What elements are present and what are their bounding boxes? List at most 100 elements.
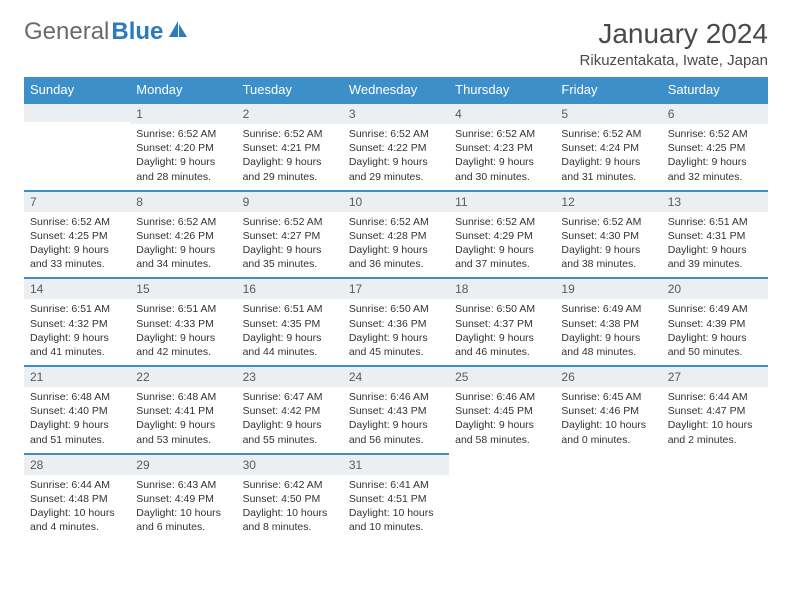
day-cell: 24Sunrise: 6:46 AMSunset: 4:43 PMDayligh… bbox=[343, 365, 449, 453]
sunrise-text: Sunrise: 6:52 AM bbox=[349, 127, 443, 141]
sunrise-text: Sunrise: 6:42 AM bbox=[243, 478, 337, 492]
daylight-text: Daylight: 9 hours and 34 minutes. bbox=[136, 243, 230, 271]
day-number: 2 bbox=[237, 102, 343, 124]
day-details: Sunrise: 6:52 AMSunset: 4:27 PMDaylight:… bbox=[237, 212, 343, 278]
weekday-header: Wednesday bbox=[343, 77, 449, 102]
sunrise-text: Sunrise: 6:51 AM bbox=[243, 302, 337, 316]
day-cell: 25Sunrise: 6:46 AMSunset: 4:45 PMDayligh… bbox=[449, 365, 555, 453]
sunset-text: Sunset: 4:50 PM bbox=[243, 492, 337, 506]
sunset-text: Sunset: 4:35 PM bbox=[243, 317, 337, 331]
day-number: 25 bbox=[449, 365, 555, 387]
day-cell: 28Sunrise: 6:44 AMSunset: 4:48 PMDayligh… bbox=[24, 453, 130, 541]
empty-day-header bbox=[24, 102, 130, 122]
page: GeneralBlue January 2024 Rikuzentakata, … bbox=[0, 0, 792, 558]
sunrise-text: Sunrise: 6:51 AM bbox=[668, 215, 762, 229]
sunrise-text: Sunrise: 6:46 AM bbox=[349, 390, 443, 404]
sunset-text: Sunset: 4:20 PM bbox=[136, 141, 230, 155]
daylight-text: Daylight: 9 hours and 48 minutes. bbox=[561, 331, 655, 359]
weekday-header: Monday bbox=[130, 77, 236, 102]
day-cell: 27Sunrise: 6:44 AMSunset: 4:47 PMDayligh… bbox=[662, 365, 768, 453]
daylight-text: Daylight: 9 hours and 28 minutes. bbox=[136, 155, 230, 183]
day-cell: 1Sunrise: 6:52 AMSunset: 4:20 PMDaylight… bbox=[130, 102, 236, 190]
daylight-text: Daylight: 9 hours and 51 minutes. bbox=[30, 418, 124, 446]
day-number: 31 bbox=[343, 453, 449, 475]
daylight-text: Daylight: 9 hours and 44 minutes. bbox=[243, 331, 337, 359]
day-details: Sunrise: 6:50 AMSunset: 4:36 PMDaylight:… bbox=[343, 299, 449, 365]
daylight-text: Daylight: 10 hours and 6 minutes. bbox=[136, 506, 230, 534]
day-number: 27 bbox=[662, 365, 768, 387]
sunset-text: Sunset: 4:38 PM bbox=[561, 317, 655, 331]
daylight-text: Daylight: 9 hours and 50 minutes. bbox=[668, 331, 762, 359]
day-cell: 11Sunrise: 6:52 AMSunset: 4:29 PMDayligh… bbox=[449, 190, 555, 278]
sunrise-text: Sunrise: 6:47 AM bbox=[243, 390, 337, 404]
day-details: Sunrise: 6:51 AMSunset: 4:32 PMDaylight:… bbox=[24, 299, 130, 365]
sunrise-text: Sunrise: 6:52 AM bbox=[455, 127, 549, 141]
day-cell: 31Sunrise: 6:41 AMSunset: 4:51 PMDayligh… bbox=[343, 453, 449, 541]
week-row: 21Sunrise: 6:48 AMSunset: 4:40 PMDayligh… bbox=[24, 365, 768, 453]
day-details: Sunrise: 6:52 AMSunset: 4:22 PMDaylight:… bbox=[343, 124, 449, 190]
day-cell: 23Sunrise: 6:47 AMSunset: 4:42 PMDayligh… bbox=[237, 365, 343, 453]
logo-text-gray: General bbox=[24, 18, 109, 46]
day-details: Sunrise: 6:52 AMSunset: 4:30 PMDaylight:… bbox=[555, 212, 661, 278]
day-details: Sunrise: 6:44 AMSunset: 4:47 PMDaylight:… bbox=[662, 387, 768, 453]
sunset-text: Sunset: 4:24 PM bbox=[561, 141, 655, 155]
day-cell: 21Sunrise: 6:48 AMSunset: 4:40 PMDayligh… bbox=[24, 365, 130, 453]
day-cell: 26Sunrise: 6:45 AMSunset: 4:46 PMDayligh… bbox=[555, 365, 661, 453]
day-number: 14 bbox=[24, 277, 130, 299]
sunset-text: Sunset: 4:40 PM bbox=[30, 404, 124, 418]
day-number: 8 bbox=[130, 190, 236, 212]
day-cell: 13Sunrise: 6:51 AMSunset: 4:31 PMDayligh… bbox=[662, 190, 768, 278]
day-details: Sunrise: 6:52 AMSunset: 4:20 PMDaylight:… bbox=[130, 124, 236, 190]
day-details: Sunrise: 6:52 AMSunset: 4:26 PMDaylight:… bbox=[130, 212, 236, 278]
day-number: 1 bbox=[130, 102, 236, 124]
day-number: 3 bbox=[343, 102, 449, 124]
sunrise-text: Sunrise: 6:45 AM bbox=[561, 390, 655, 404]
day-details: Sunrise: 6:51 AMSunset: 4:33 PMDaylight:… bbox=[130, 299, 236, 365]
daylight-text: Daylight: 10 hours and 0 minutes. bbox=[561, 418, 655, 446]
day-number: 26 bbox=[555, 365, 661, 387]
daylight-text: Daylight: 9 hours and 41 minutes. bbox=[30, 331, 124, 359]
daylight-text: Daylight: 9 hours and 42 minutes. bbox=[136, 331, 230, 359]
weekday-header-row: Sunday Monday Tuesday Wednesday Thursday… bbox=[24, 77, 768, 102]
daylight-text: Daylight: 9 hours and 37 minutes. bbox=[455, 243, 549, 271]
sunset-text: Sunset: 4:25 PM bbox=[30, 229, 124, 243]
sunrise-text: Sunrise: 6:51 AM bbox=[136, 302, 230, 316]
daylight-text: Daylight: 9 hours and 45 minutes. bbox=[349, 331, 443, 359]
daylight-text: Daylight: 9 hours and 33 minutes. bbox=[30, 243, 124, 271]
daylight-text: Daylight: 9 hours and 31 minutes. bbox=[561, 155, 655, 183]
daylight-text: Daylight: 9 hours and 36 minutes. bbox=[349, 243, 443, 271]
sunset-text: Sunset: 4:36 PM bbox=[349, 317, 443, 331]
sunrise-text: Sunrise: 6:49 AM bbox=[668, 302, 762, 316]
sunset-text: Sunset: 4:23 PM bbox=[455, 141, 549, 155]
sunrise-text: Sunrise: 6:50 AM bbox=[349, 302, 443, 316]
day-number: 28 bbox=[24, 453, 130, 475]
day-details: Sunrise: 6:52 AMSunset: 4:23 PMDaylight:… bbox=[449, 124, 555, 190]
day-cell: 3Sunrise: 6:52 AMSunset: 4:22 PMDaylight… bbox=[343, 102, 449, 190]
sunrise-text: Sunrise: 6:49 AM bbox=[561, 302, 655, 316]
sunset-text: Sunset: 4:47 PM bbox=[668, 404, 762, 418]
day-details: Sunrise: 6:52 AMSunset: 4:29 PMDaylight:… bbox=[449, 212, 555, 278]
day-details: Sunrise: 6:44 AMSunset: 4:48 PMDaylight:… bbox=[24, 475, 130, 541]
weekday-header: Tuesday bbox=[237, 77, 343, 102]
day-number: 20 bbox=[662, 277, 768, 299]
location: Rikuzentakata, Iwate, Japan bbox=[580, 52, 768, 69]
day-number: 19 bbox=[555, 277, 661, 299]
empty-day-body bbox=[555, 453, 661, 513]
day-details: Sunrise: 6:52 AMSunset: 4:28 PMDaylight:… bbox=[343, 212, 449, 278]
day-number: 10 bbox=[343, 190, 449, 212]
week-row: 14Sunrise: 6:51 AMSunset: 4:32 PMDayligh… bbox=[24, 277, 768, 365]
day-details: Sunrise: 6:52 AMSunset: 4:25 PMDaylight:… bbox=[24, 212, 130, 278]
sunset-text: Sunset: 4:43 PM bbox=[349, 404, 443, 418]
sunset-text: Sunset: 4:21 PM bbox=[243, 141, 337, 155]
day-details: Sunrise: 6:51 AMSunset: 4:31 PMDaylight:… bbox=[662, 212, 768, 278]
weekday-header: Sunday bbox=[24, 77, 130, 102]
day-details: Sunrise: 6:50 AMSunset: 4:37 PMDaylight:… bbox=[449, 299, 555, 365]
sunset-text: Sunset: 4:39 PM bbox=[668, 317, 762, 331]
title-block: January 2024 Rikuzentakata, Iwate, Japan bbox=[580, 18, 768, 69]
weekday-header: Thursday bbox=[449, 77, 555, 102]
daylight-text: Daylight: 9 hours and 58 minutes. bbox=[455, 418, 549, 446]
day-number: 18 bbox=[449, 277, 555, 299]
day-cell: 14Sunrise: 6:51 AMSunset: 4:32 PMDayligh… bbox=[24, 277, 130, 365]
day-number: 11 bbox=[449, 190, 555, 212]
day-details: Sunrise: 6:52 AMSunset: 4:25 PMDaylight:… bbox=[662, 124, 768, 190]
